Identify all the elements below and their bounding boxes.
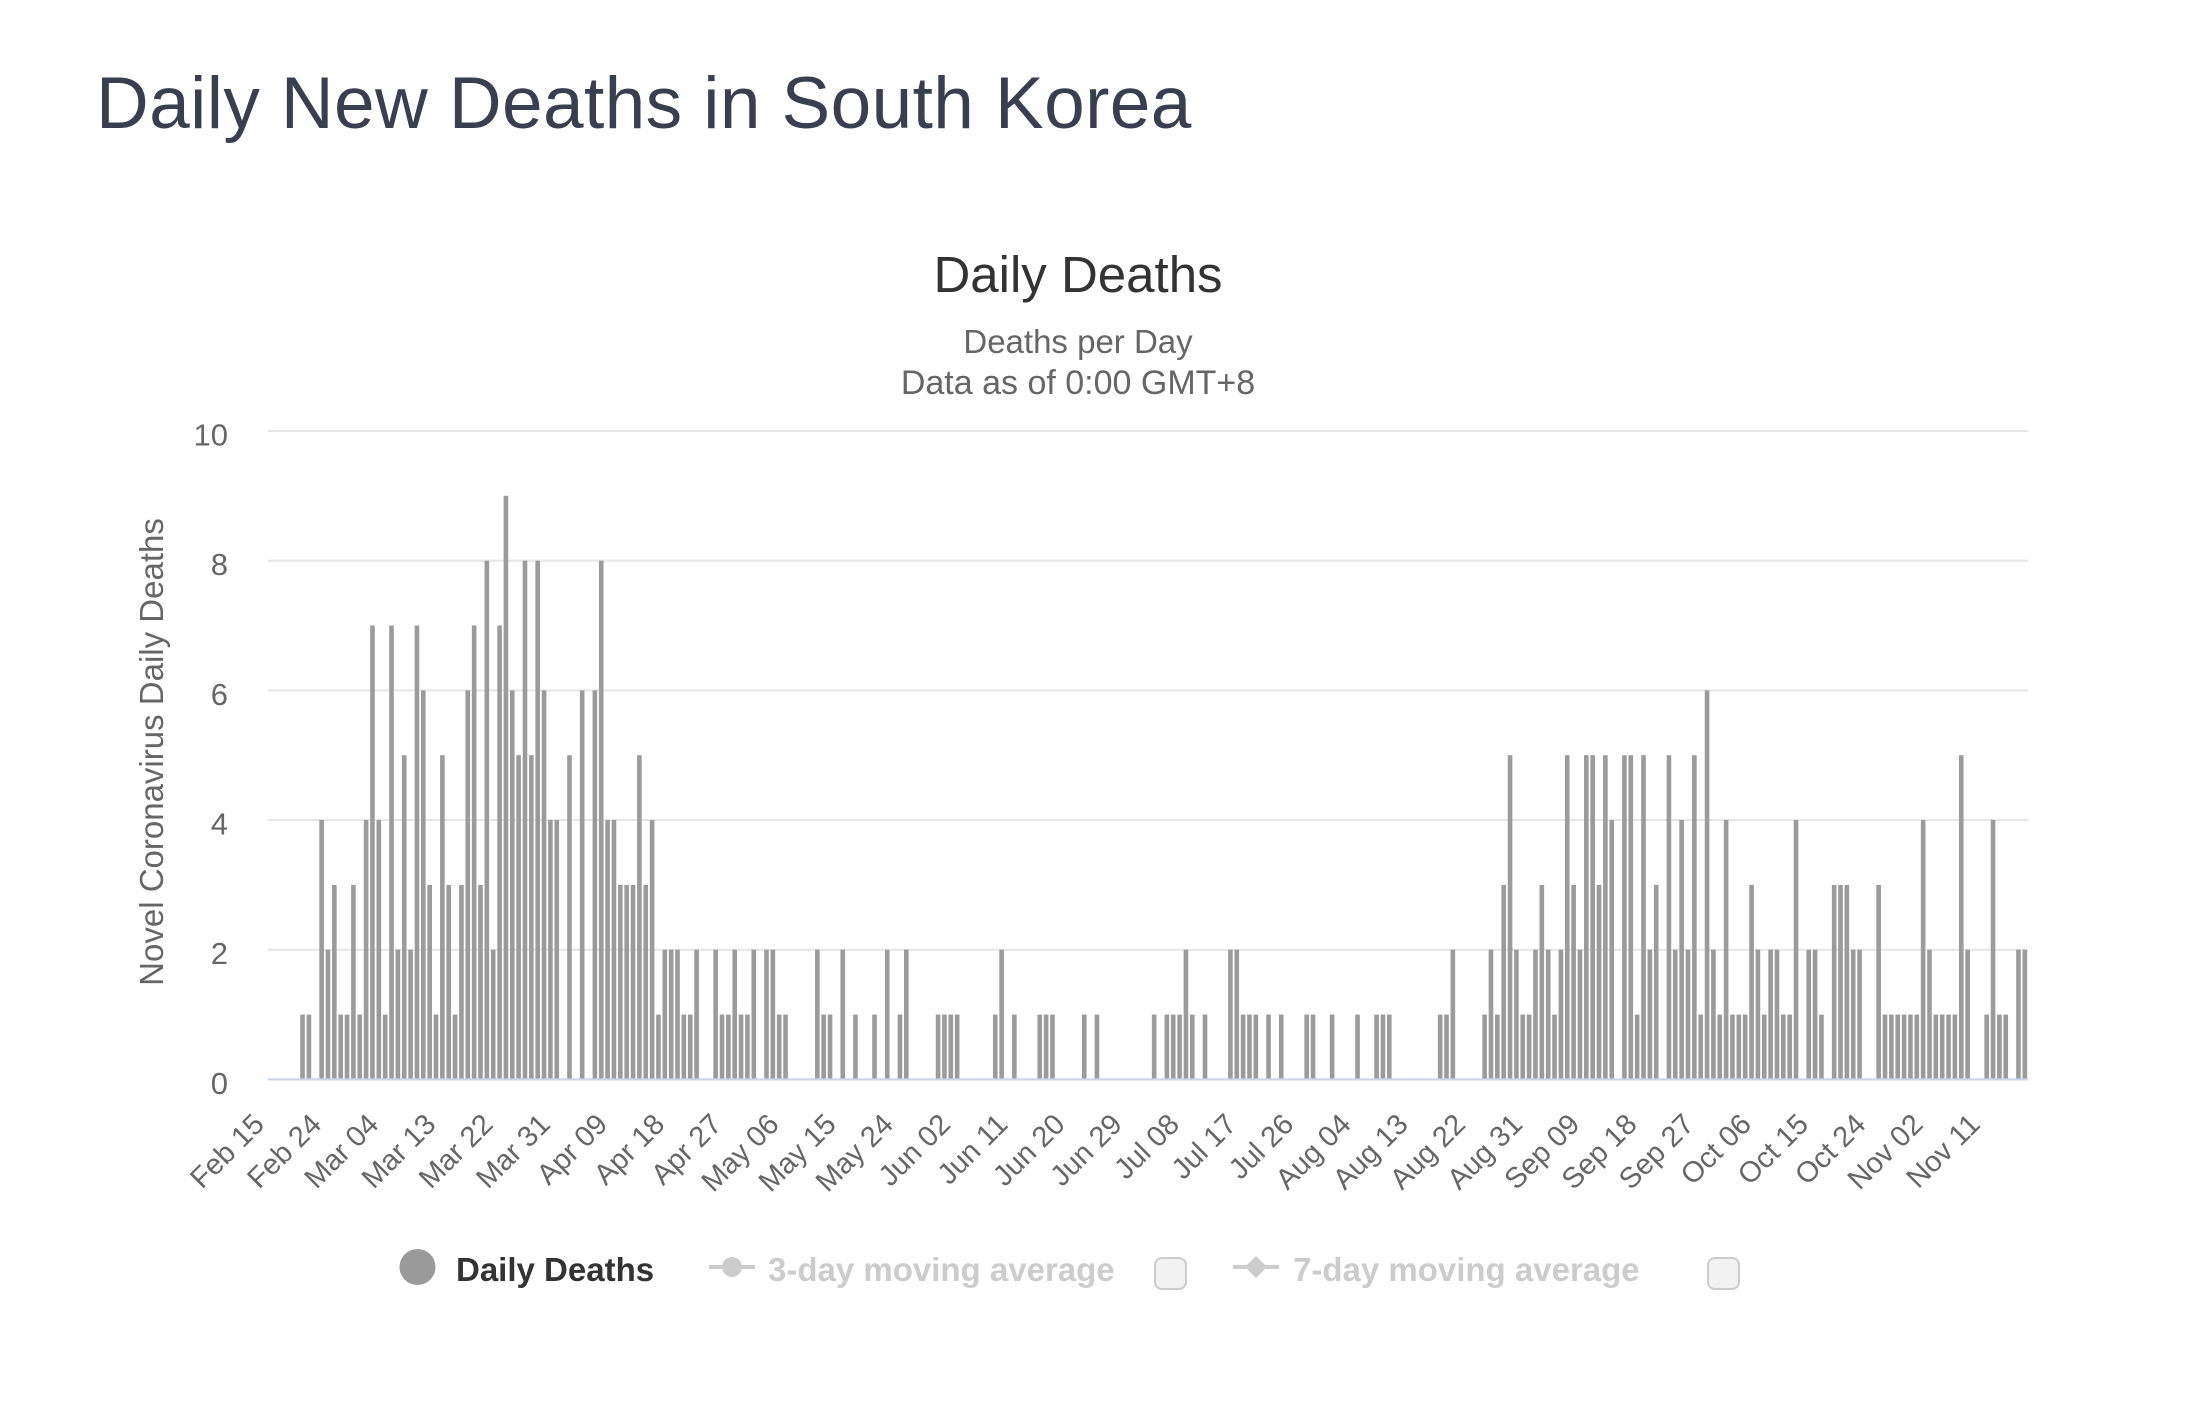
svg-text:Daily Deaths: Daily Deaths xyxy=(456,1251,654,1288)
svg-text:2: 2 xyxy=(211,936,228,971)
svg-text:Jul 17: Jul 17 xyxy=(1166,1108,1243,1185)
svg-text:10: 10 xyxy=(194,418,228,453)
svg-text:Novel Coronavirus Daily Deaths: Novel Coronavirus Daily Deaths xyxy=(133,518,170,986)
svg-text:6: 6 xyxy=(211,677,228,712)
svg-text:Deaths per Day: Deaths per Day xyxy=(963,323,1193,360)
svg-text:7-day moving average: 7-day moving average xyxy=(1293,1251,1640,1288)
svg-text:3-day moving average: 3-day moving average xyxy=(768,1251,1115,1288)
svg-text:0: 0 xyxy=(211,1066,228,1101)
svg-text:Daily Deaths: Daily Deaths xyxy=(933,246,1222,303)
svg-text:4: 4 xyxy=(211,807,228,842)
svg-text:Data as of 0:00 GMT+8: Data as of 0:00 GMT+8 xyxy=(901,364,1255,402)
svg-text:8: 8 xyxy=(211,547,228,582)
svg-text:Jul 08: Jul 08 xyxy=(1108,1108,1185,1185)
